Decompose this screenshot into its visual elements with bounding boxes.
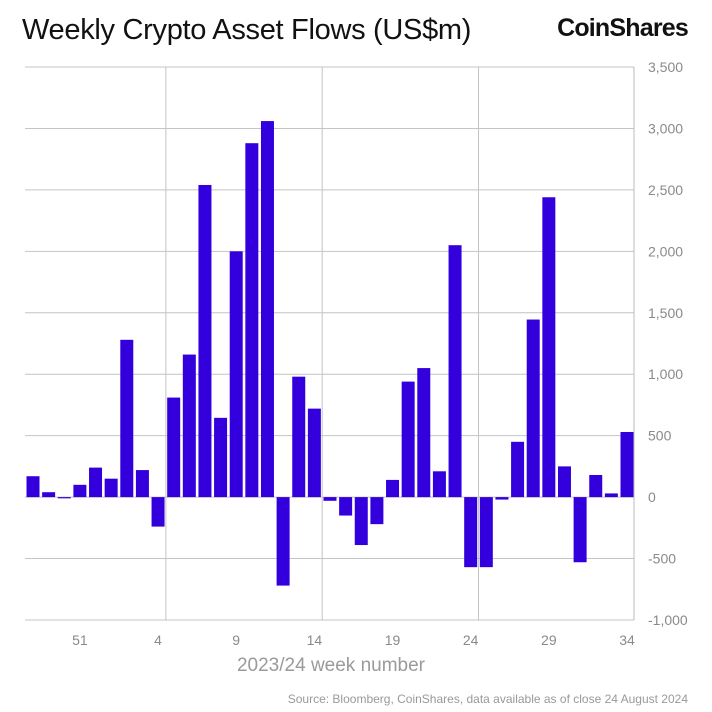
y-tick-label: 1,000 xyxy=(648,366,683,382)
bar-week-9 xyxy=(229,251,243,498)
x-tick-label: 9 xyxy=(232,632,240,648)
bar-week-49 xyxy=(42,492,56,498)
bar-week-34 xyxy=(620,431,634,498)
bar-week-6 xyxy=(182,354,196,498)
bar-week-24 xyxy=(464,497,478,568)
bar-week-29 xyxy=(542,197,556,498)
bar-week-21 xyxy=(417,368,431,498)
bar-week-26 xyxy=(495,497,509,500)
x-tick-label: 19 xyxy=(385,632,401,648)
coinshares-logo: CoinShares xyxy=(557,14,689,42)
bar-week-10 xyxy=(245,143,259,498)
bar-week-8 xyxy=(214,417,228,498)
bar-week-13 xyxy=(292,376,306,498)
bar-week-7 xyxy=(198,184,212,498)
bar-week-30 xyxy=(557,466,571,498)
bar-week-16 xyxy=(339,497,353,516)
bar-week-5 xyxy=(167,397,181,498)
y-tick-label: -500 xyxy=(648,551,676,567)
bar-week-12 xyxy=(276,497,290,586)
bar-week-50 xyxy=(57,497,71,499)
y-tick-label: 2,500 xyxy=(648,182,683,198)
y-tick-label: 0 xyxy=(648,489,656,505)
bar-week-4 xyxy=(151,497,165,527)
chart-title: Weekly Crypto Asset Flows (US$m) xyxy=(22,14,472,46)
bar-week-1 xyxy=(104,478,118,498)
bar-week-23 xyxy=(448,245,462,498)
bar-week-31 xyxy=(573,497,587,563)
x-tick-label: 51 xyxy=(72,632,88,648)
bar-week-17 xyxy=(354,497,368,546)
bar-week-19 xyxy=(386,479,400,498)
bar-week-25 xyxy=(479,497,493,568)
bar-week-15 xyxy=(323,497,337,501)
y-tick-label: 1,500 xyxy=(648,305,683,321)
bar-week-18 xyxy=(370,497,384,525)
bar-week-32 xyxy=(589,474,603,498)
x-tick-label: 24 xyxy=(463,632,479,648)
x-axis-label: 2023/24 week number xyxy=(237,655,426,676)
x-tick-label: 29 xyxy=(541,632,557,648)
bar-week-48 xyxy=(26,476,40,498)
x-tick-label: 34 xyxy=(619,632,635,648)
y-tick-label: 500 xyxy=(648,428,672,444)
bar-week-20 xyxy=(401,381,415,498)
bar-week-33 xyxy=(604,493,618,498)
y-tick-label: 3,500 xyxy=(648,59,683,75)
bar-week-52 xyxy=(89,467,103,498)
bar-week-28 xyxy=(526,319,540,498)
x-tick-label: 14 xyxy=(307,632,323,648)
bar-week-3 xyxy=(135,470,149,498)
source-note: Source: Bloomberg, CoinShares, data avai… xyxy=(287,692,688,706)
bar-week-27 xyxy=(511,441,525,498)
bar-week-51 xyxy=(73,484,87,498)
y-tick-label: -1,000 xyxy=(648,612,688,628)
x-tick-label: 4 xyxy=(154,632,162,648)
bar-week-2 xyxy=(120,339,134,498)
bar-week-22 xyxy=(432,471,446,498)
bar-week-14 xyxy=(307,408,321,498)
y-tick-label: 3,000 xyxy=(648,120,683,136)
bar-week-11 xyxy=(260,121,274,498)
y-tick-label: 2,000 xyxy=(648,243,683,259)
